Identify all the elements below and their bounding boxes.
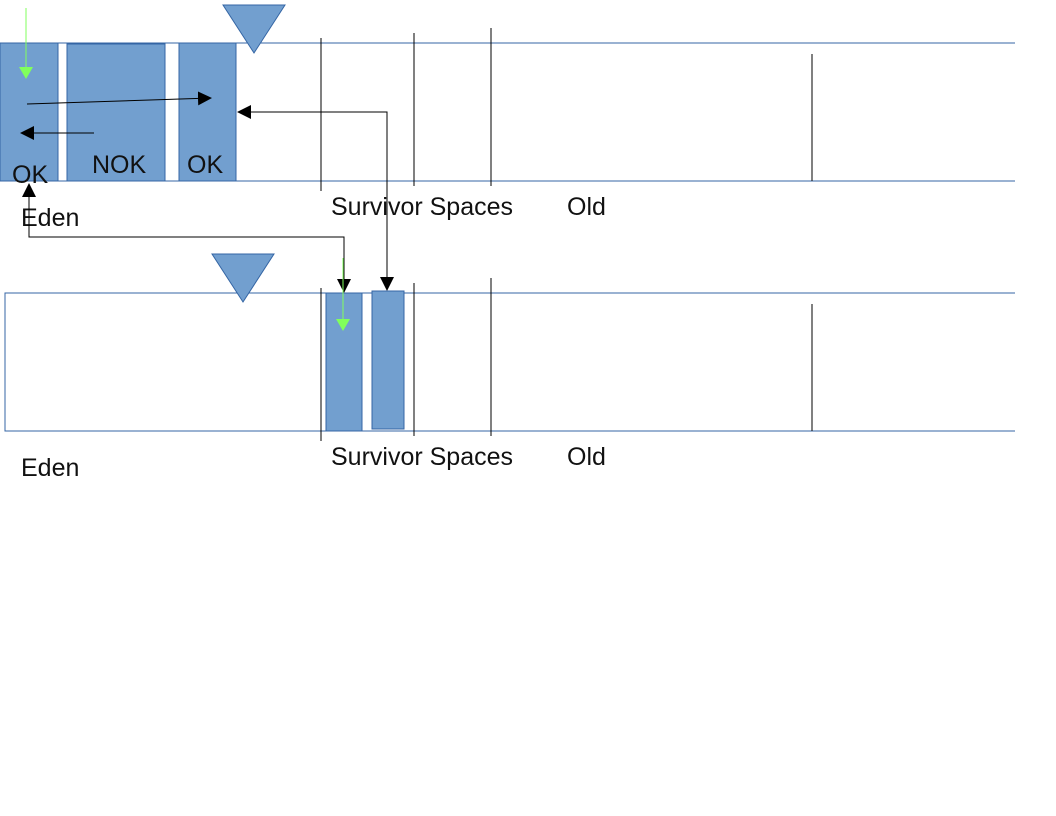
top-block-1-label: OK: [12, 161, 48, 189]
top-old-label: Old: [567, 193, 606, 221]
top-allocation-pointer: [222, 4, 286, 54]
bottom-eden-label: Eden: [21, 454, 79, 482]
bottom-survivor-block-1: [325, 292, 363, 432]
top-survivor-label: Survivor Spaces: [331, 193, 513, 221]
top-block-3: [178, 42, 237, 182]
top-block-2: [66, 43, 166, 182]
top-arrow-right: [26, 91, 212, 106]
bottom-survivor-block-2: [371, 290, 405, 430]
bottom-heap: Eden Survivor Spaces Old: [4, 253, 1015, 482]
bottom-heap-eden-frame: [4, 292, 322, 432]
top-eden-label: Eden: [21, 204, 79, 232]
top-block-2-label: NOK: [92, 151, 147, 179]
eden-to-survivor-arrow: [28, 184, 351, 293]
top-heap: OK NOK OK Eden Survivor Spaces Old: [0, 4, 1015, 232]
bottom-allocation-pointer: [211, 253, 275, 303]
copy-arrows: [22, 105, 394, 293]
bottom-old-label: Old: [567, 443, 606, 471]
top-block-3-label: OK: [187, 151, 223, 179]
top-block-1: [0, 42, 59, 182]
bottom-survivor-label: Survivor Spaces: [331, 443, 513, 471]
